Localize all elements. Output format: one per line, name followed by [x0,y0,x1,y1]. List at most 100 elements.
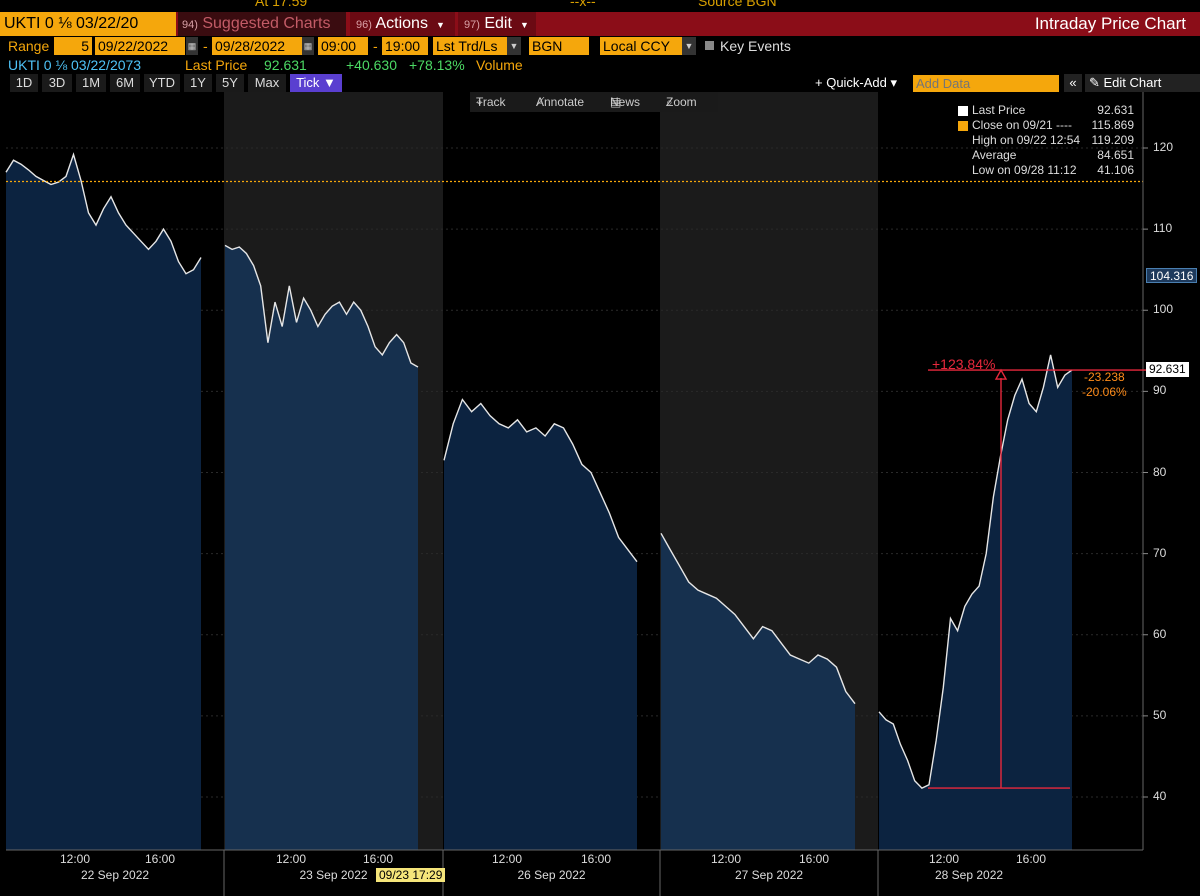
x-tick-label: 16:00 [363,852,394,866]
range-dash: - [203,38,208,54]
range-value-field[interactable]: 5 [54,37,92,55]
x-day-label: 22 Sep 2022 [81,868,150,882]
security-name: UKTI 0 ⅛ 03/22/2073 [8,57,142,73]
quick-add-button[interactable]: + Quick-Add ▾ [815,75,898,90]
price-line [878,354,1073,789]
news-icon: ▤ [610,95,622,109]
tick-frequency-button[interactable]: Tick ▼ [290,74,342,92]
top-status-row: At 17:59 --x-- Source BGN [0,0,1200,10]
price-area [661,533,855,850]
actions-menu[interactable]: 96) Actions ▼ [350,12,455,36]
legend-close[interactable]: Close on 09/21 ---- 115.869 [948,118,1138,133]
x-tick-label: 16:00 [145,852,176,866]
x-tick-label: 12:00 [276,852,307,866]
edit-menu[interactable]: 97) Edit ▼ [458,12,536,36]
tf-1d[interactable]: 1D [10,74,38,92]
y-tick-label: 110 [1153,221,1173,236]
price-chart[interactable] [0,92,1200,896]
pencil-icon: ⟋ [536,95,545,109]
diff-annotation: -23.238 [1084,370,1125,384]
source-select[interactable]: BGN [529,37,589,55]
x-tick-label: 16:00 [581,852,612,866]
x-tick-label: 16:00 [1016,852,1047,866]
legend-high[interactable]: High on 09/22 12:54 119.209 [972,133,1134,147]
suggested-charts-button[interactable]: 94) Suggested Charts [178,12,346,36]
calendar-icon[interactable]: ▦ [302,37,314,55]
chevron-down-icon[interactable]: ▼ [507,37,521,55]
volume-label: Volume [476,57,523,73]
end-time-field[interactable]: 19:00 [382,37,428,55]
price-line [224,244,419,368]
dash-separator: --x-- [570,0,596,9]
y-tick-label: 120 [1153,140,1174,154]
tf-3d[interactable]: 3D [42,74,72,92]
tf-1y[interactable]: 1Y [184,74,212,92]
edit-chart-button[interactable]: ✎ Edit Chart [1085,74,1200,92]
security-input[interactable]: UKTI 0 ⅛ 03/22/20 [0,12,176,36]
legend-low[interactable]: Low on 09/28 11:12 41.106 [972,163,1134,177]
chart-legend: Last Price 92.631 Close on 09/21 ---- 115.… [948,103,1138,179]
y-tick-label: 90 [1153,383,1167,398]
x-day-label: 26 Sep 2022 [517,868,586,882]
add-data-input[interactable] [913,75,1059,92]
tf-1m[interactable]: 1M [76,74,106,92]
price-area [225,245,418,850]
crosshair-icon: ⌖ [476,95,483,109]
timeframe-toolbar: 1D 3D 1M 6M YTD 1Y 5Y Max Tick ▼ + Quick… [0,74,1200,92]
chevron-down-icon: ▼ [435,20,445,30]
magnifier-icon: ⌕ [666,95,673,109]
y-tick-label: 60 [1153,626,1167,641]
calendar-icon[interactable]: ▦ [186,37,198,55]
legend-last-price[interactable]: Last Price 92.631 [948,103,1138,118]
chevron-down-icon: ▼ [519,20,529,30]
tf-max[interactable]: Max [248,74,286,92]
source-label: Source BGN [698,0,777,9]
price-type-select[interactable]: Lst Trd/Ls [433,37,507,55]
chart-toolbar: ⌖ Track ⟋ Annotate ▤ News ⌕ Zoom [470,92,718,112]
y-tick-label: 100 [1153,302,1174,317]
last-price-value: 92.631 [264,57,307,73]
page-title: Intraday Price Chart [1034,14,1186,33]
price-area [879,354,1072,850]
x-tick-label: 12:00 [60,852,91,866]
x-day-label: 27 Sep 2022 [735,868,804,882]
price-area [444,399,637,850]
price-line [443,398,638,563]
x-tick-label: 12:00 [711,852,742,866]
last-price-label: Last Price [185,57,248,73]
tf-ytd[interactable]: YTD [144,74,180,92]
time-dash: - [373,38,378,54]
quote-row: UKTI 0 ⅛ 03/22/2073 Last Price 92.631 +4… [0,56,1200,74]
y-tick-label: 80 [1153,464,1167,479]
net-change: +40.630 [346,57,397,73]
price-area [6,154,201,850]
currency-select[interactable]: Local CCY [600,37,682,55]
legend-average[interactable]: Average 84.651 [972,148,1134,162]
measure-arrow [994,368,1008,380]
chevron-down-icon[interactable]: ▼ [682,37,696,55]
x-tick-label: 16:00 [799,852,830,866]
x-day-label: 23 Sep 2022 [299,868,368,882]
tf-6m[interactable]: 6M [110,74,140,92]
start-time-field[interactable]: 09:00 [318,37,368,55]
price-line [660,532,856,705]
diff-pct-annotation: -20.06% [1082,385,1127,399]
legend-swatch [958,106,968,116]
pct-change: +78.13% [409,57,465,73]
range-row: Range 5 09/22/2022 ▦ - 09/28/2022 ▦ 09:0… [0,37,1200,55]
tf-5y[interactable]: 5Y [216,74,244,92]
key-events-toggle[interactable]: Key Events [705,37,791,55]
collapse-icon[interactable]: « [1064,74,1082,92]
average-price-badge: 104.316 [1146,268,1198,283]
y-tick-label: 50 [1153,707,1167,722]
last-price-badge: 92.631 [1146,362,1189,377]
start-date-field[interactable]: 09/22/2022 [95,37,185,55]
range-label: Range [8,38,50,54]
end-date-field[interactable]: 09/28/2022 [212,37,302,55]
x-cursor-label: 09/23 17:29 [376,868,446,882]
checkbox-icon [705,41,714,50]
x-day-label: 28 Sep 2022 [935,868,1004,882]
legend-swatch [958,121,968,131]
menu-bar: UKTI 0 ⅛ 03/22/20 94) Suggested Charts 9… [0,12,1200,36]
y-tick-label: 70 [1153,545,1167,560]
